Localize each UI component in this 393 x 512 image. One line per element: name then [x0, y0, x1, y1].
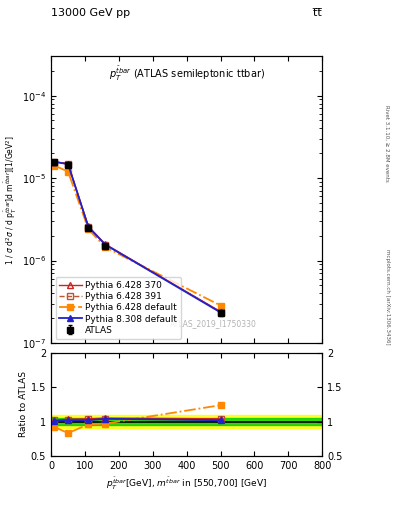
Line: Pythia 6.428 391: Pythia 6.428 391 — [51, 158, 224, 315]
Line: Pythia 6.428 370: Pythia 6.428 370 — [51, 158, 224, 315]
Text: $p_T^{\bar{t}bar}$ (ATLAS semileptonic ttbar): $p_T^{\bar{t}bar}$ (ATLAS semileptonic t… — [109, 65, 264, 83]
Pythia 8.308 default — [86, 224, 91, 230]
Text: 13000 GeV pp: 13000 GeV pp — [51, 8, 130, 18]
Text: t̅t̅: t̅t̅ — [314, 8, 322, 18]
Pythia 8.308 default — [218, 309, 223, 315]
Bar — [51, 415, 322, 429]
Pythia 8.308 default — [52, 159, 57, 165]
Pythia 6.428 391 — [86, 224, 91, 230]
Pythia 6.428 391 — [218, 309, 223, 315]
Pythia 6.428 391 — [52, 159, 57, 165]
Text: Rivet 3.1.10, ≥ 2.8M events: Rivet 3.1.10, ≥ 2.8M events — [385, 105, 389, 182]
Line: Pythia 8.308 default: Pythia 8.308 default — [51, 159, 224, 316]
Pythia 6.428 default — [103, 244, 108, 250]
Pythia 8.308 default — [103, 242, 108, 248]
Text: ATLAS_2019_I1750330: ATLAS_2019_I1750330 — [170, 319, 257, 328]
Legend: Pythia 6.428 370, Pythia 6.428 391, Pythia 6.428 default, Pythia 8.308 default, : Pythia 6.428 370, Pythia 6.428 391, Pyth… — [55, 278, 181, 338]
Pythia 6.428 370 — [86, 223, 91, 229]
X-axis label: $p_T^{\bar{t}bar}$[GeV], $m^{\bar{t}bar}$ in [550,700] [GeV]: $p_T^{\bar{t}bar}$[GeV], $m^{\bar{t}bar}… — [106, 476, 267, 493]
Line: Pythia 6.428 default: Pythia 6.428 default — [51, 162, 224, 309]
Pythia 6.428 370 — [52, 159, 57, 165]
Text: mcplots.cern.ch [arXiv:1306.3436]: mcplots.cern.ch [arXiv:1306.3436] — [385, 249, 389, 345]
Y-axis label: 1 / $\sigma$ d$^2\sigma$ / d p$_T^{\bar{t}bar}$]d m$^{\bar{t}bar}$][1/GeV$^2$]: 1 / $\sigma$ d$^2\sigma$ / d p$_T^{\bar{… — [3, 135, 19, 265]
Pythia 6.428 default — [66, 168, 70, 175]
Bar — [51, 418, 322, 425]
Pythia 6.428 default — [86, 226, 91, 232]
Pythia 6.428 370 — [103, 241, 108, 247]
Pythia 6.428 370 — [66, 161, 70, 167]
Pythia 6.428 default — [52, 162, 57, 168]
Pythia 6.428 391 — [103, 242, 108, 248]
Pythia 6.428 default — [218, 303, 223, 309]
Pythia 8.308 default — [66, 161, 70, 167]
Pythia 6.428 391 — [66, 161, 70, 167]
Pythia 6.428 370 — [218, 309, 223, 315]
Y-axis label: Ratio to ATLAS: Ratio to ATLAS — [19, 372, 28, 437]
